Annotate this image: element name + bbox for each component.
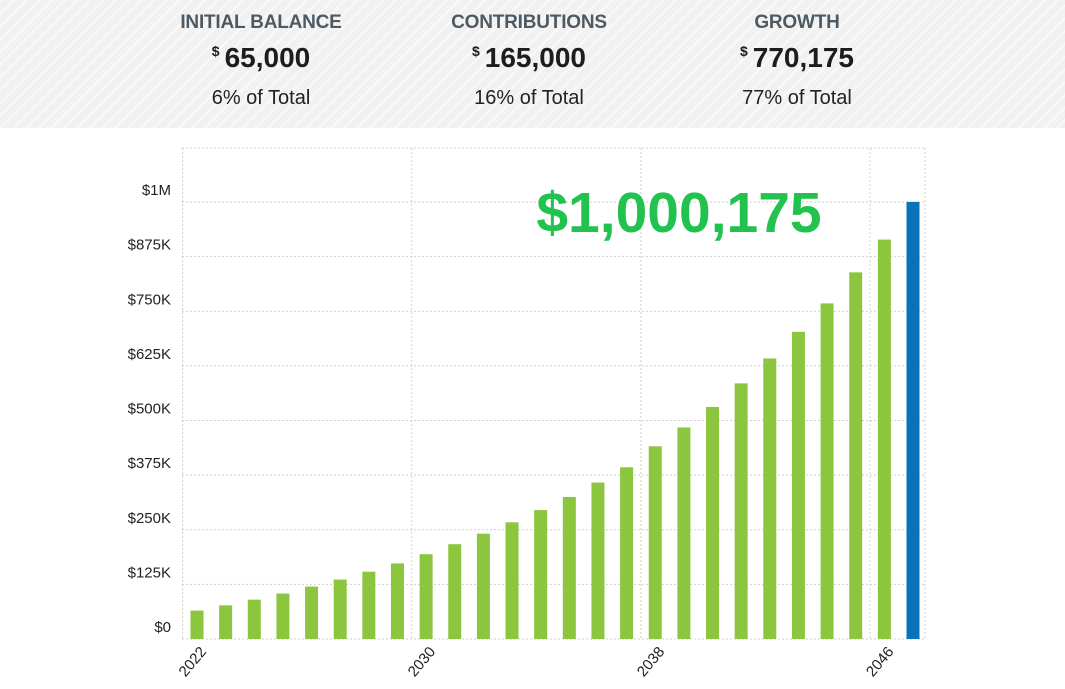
total-value-label: $1,000,175 <box>536 181 821 245</box>
x-tick-label: 2030 <box>405 644 439 680</box>
year-bar <box>534 510 548 639</box>
contributions-amount: 165,000 <box>484 42 586 73</box>
year-bar <box>505 522 519 639</box>
x-tick-label: 2022 <box>176 644 210 680</box>
summary-panel: INITIAL BALANCE $65,000 6% of Total CONT… <box>0 0 1065 128</box>
year-bar <box>620 467 634 639</box>
x-axis-ticks: 2022 2030 2038 2046 <box>176 644 898 680</box>
year-bar <box>190 610 204 639</box>
y-tick-label: $125K <box>128 564 171 581</box>
growth-amount: 770,175 <box>752 42 854 73</box>
initial-balance-amount: 65,000 <box>224 42 311 73</box>
y-tick-label: $375K <box>128 455 171 472</box>
final-year-bar <box>906 201 920 639</box>
year-bar <box>591 482 605 639</box>
initial-balance-label: INITIAL BALANCE <box>180 12 342 33</box>
year-bar <box>877 239 891 639</box>
y-tick-label: $750K <box>128 291 171 308</box>
growth-label: GROWTH <box>754 12 840 33</box>
year-bar <box>276 593 290 639</box>
contributions-percent: 16% of Total <box>474 87 584 109</box>
x-tick-label: 2038 <box>634 644 668 680</box>
currency-symbol: $ <box>471 43 480 59</box>
contributions-value: $165,000 <box>409 42 649 74</box>
year-bar <box>305 586 319 639</box>
contributions-label: CONTRIBUTIONS <box>451 12 607 33</box>
y-tick-label: $625K <box>128 346 171 363</box>
y-tick-label: $0 <box>154 619 171 636</box>
year-bar <box>333 579 347 639</box>
year-bar <box>390 563 404 639</box>
growth-percent: 77% of Total <box>742 87 852 109</box>
year-bar <box>791 331 805 639</box>
y-tick-label: $875K <box>128 237 171 254</box>
grid-lines <box>182 147 926 640</box>
growth-value: $770,175 <box>677 42 917 74</box>
y-tick-label: $1M <box>142 182 171 199</box>
x-tick-label: 2046 <box>863 644 897 680</box>
y-tick-label: $500K <box>128 401 171 418</box>
bars <box>190 201 920 639</box>
year-bar <box>820 303 834 639</box>
year-bar <box>677 427 691 639</box>
year-bar <box>219 605 233 639</box>
initial-balance-value: $65,000 <box>141 42 381 74</box>
balance-bar-chart: $0 $125K $250K $375K $500K $625K $750K $875K $1M… <box>128 147 926 680</box>
year-bar <box>648 446 662 639</box>
currency-symbol: $ <box>739 43 748 59</box>
year-bar <box>562 496 576 639</box>
year-bar <box>362 571 376 639</box>
year-bar <box>476 533 490 639</box>
y-tick-label: $250K <box>128 510 171 527</box>
year-bar <box>247 599 261 639</box>
initial-balance-percent: 6% of Total <box>211 87 311 109</box>
year-bar <box>448 544 462 639</box>
year-bar <box>763 358 777 639</box>
currency-symbol: $ <box>211 43 220 59</box>
year-bar <box>734 383 748 639</box>
year-bar <box>419 554 433 639</box>
year-bar <box>849 272 863 639</box>
year-bar <box>706 406 720 639</box>
y-axis-ticks: $0 $125K $250K $375K $500K $625K $750K $875K $1M <box>128 182 171 636</box>
